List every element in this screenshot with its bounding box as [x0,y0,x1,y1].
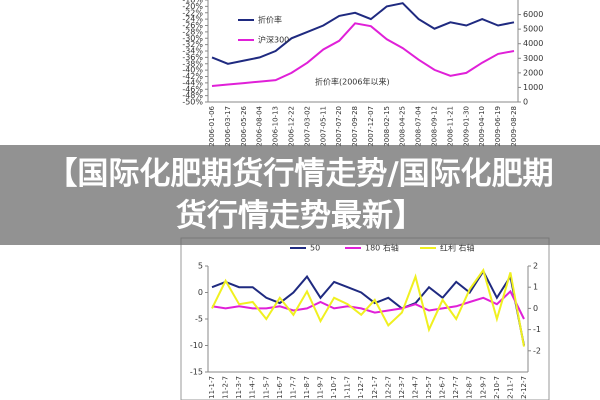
series-line [211,267,525,347]
y2-tick-label: 2000 [523,68,543,77]
banner-title: 【国际化肥期货行情走势/国际化肥期货行情走势最新】 [46,156,554,234]
x-tick-label: 11-6-7 [276,376,284,399]
x-tick-label: 2008-04-25 [399,106,407,147]
y-tick-label: -44% [182,78,203,87]
x-tick-label: 12-4-7 [411,376,419,399]
x-tick-label: 12-10-7 [493,376,501,400]
x-tick-label: 11-1-7 [208,376,216,399]
x-tick-label: 11-11-7 [344,376,352,400]
y-tick-label: -20% [182,2,203,11]
y-tick-label: 0 [198,288,203,297]
x-tick-label: 12-9-7 [479,376,487,399]
x-tick-label: 2009-08-28 [510,106,518,147]
x-tick-label: 11-2-7 [222,376,230,399]
x-tick-label: 11-12-7 [357,376,365,400]
legend-label: 沪深300 [258,35,289,45]
y2-tick-label: 5000 [523,25,543,34]
x-tick-label: 11-9-7 [317,376,325,399]
y2-tick-label: 0 [523,98,528,107]
y2-tick-label: -2 [533,346,541,355]
annotation: 折价率(2006年以来) [315,77,390,87]
y-tick-label: -24% [182,15,203,24]
legend-label: 180 右轴 [365,243,399,253]
y2-tick-label: -1 [533,325,541,334]
x-tick-label: 2008-09-12 [431,106,439,147]
x-tick-label: 12-12-7 [520,376,528,400]
x-tick-label: 12-7-7 [452,376,460,399]
x-tick-label: 2007-05-11 [319,106,327,147]
series-line [211,22,515,87]
x-tick-label: 12-8-7 [466,376,474,399]
chart-frame [180,237,550,400]
y-tick-label: -36% [182,53,203,62]
x-tick-label: 2009-06-19 [494,106,502,147]
y-tick-label: -34% [182,47,203,56]
x-tick-label: 11-5-7 [262,376,270,399]
x-tick-label: 2006-05-26 [240,105,248,146]
x-tick-label: 2006-01-06 [208,105,216,146]
y2-tick-label: 6000 [523,10,543,19]
y2-tick-label: 1 [533,283,538,292]
x-tick-label: 2008-11-21 [446,106,454,147]
x-tick-label: 12-2-7 [384,376,392,399]
x-tick-label: 11-3-7 [235,376,243,399]
y-tick-label: -46% [182,85,203,94]
series-line [211,269,525,346]
x-tick-label: 12-3-7 [398,376,406,399]
x-tick-label: 11-10-7 [330,376,338,400]
y-tick-label: -48% [182,91,203,100]
x-tick-label: 12-11-7 [506,376,514,400]
x-tick-label: 11-8-7 [303,376,311,399]
y-tick-label: -26% [182,21,203,30]
y-tick-label: -28% [182,27,203,36]
series-line [211,289,525,320]
x-tick-label: 12-1-7 [371,376,379,399]
y-tick-label: 5 [198,262,203,271]
x-tick-label: 2007-03-02 [303,106,311,147]
y2-tick-label: 2 [533,262,538,271]
x-tick-label: 12-6-7 [439,376,447,399]
y2-tick-label: 3000 [523,54,543,63]
banner: 【国际化肥期货行情走势/国际化肥期货行情走势最新】 [0,145,600,245]
x-tick-label: 2008-02-15 [383,106,391,147]
y-tick-label: -50% [182,98,203,107]
x-tick-label: 2007-12-07 [367,106,375,147]
legend-label: 红利 右轴 [440,243,475,253]
x-tick-label: 2006-10-13 [272,106,280,147]
x-tick-label: 2007-09-28 [351,106,359,147]
y-tick-label: -38% [182,59,203,68]
y-tick-label: -22% [182,8,203,17]
y-tick-label: -15 [190,368,203,377]
series-line [211,2,515,65]
y2-tick-label: 0 [533,304,538,313]
y-tick-label: -42% [182,72,203,81]
y-tick-label: -30% [182,34,203,43]
y2-tick-label: 4000 [523,39,543,48]
x-tick-label: 2009-01-30 [462,106,470,147]
legend-label: 折价率 [258,15,282,25]
x-tick-label: 2006-03-17 [224,106,232,147]
y-tick-label: -18% [182,0,203,5]
y-tick-label: -10 [190,341,203,350]
y-tick-label: -32% [182,40,203,49]
x-tick-label: 2009-04-10 [478,106,486,147]
x-tick-label: 2006-08-04 [256,105,264,146]
x-tick-label: 11-4-7 [249,376,257,399]
y-tick-label: -40% [182,66,203,75]
x-tick-label: 11-7-7 [289,376,297,399]
x-tick-label: 2006-12-22 [287,106,295,147]
legend-label: 50 [310,244,320,253]
y2-tick-label: 1000 [523,83,543,92]
x-tick-label: 12-5-7 [425,376,433,399]
x-tick-label: 2008-07-04 [415,105,423,146]
x-tick-label: 2007-07-20 [335,106,343,147]
y-tick-label: -5 [195,315,203,324]
